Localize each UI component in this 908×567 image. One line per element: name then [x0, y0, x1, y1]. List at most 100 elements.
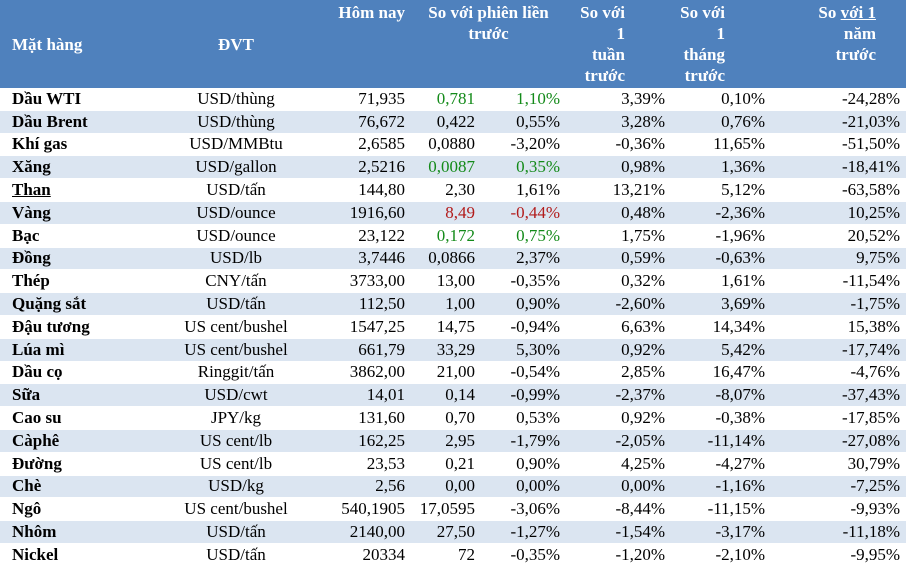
header-year-line2: năm: [843, 24, 877, 43]
header-year-prefix: So: [818, 3, 841, 22]
unit-cell: USD/thùng: [161, 110, 311, 134]
commodity-name: Đậu tương: [0, 315, 161, 339]
price-today-cell: 23,53: [311, 452, 411, 476]
change-percent-cell: -0,54%: [481, 361, 567, 385]
table-row: Ngô US cent/bushel 540,1905 17,0595 -3,06% -8…: [0, 497, 907, 522]
change-cell: 1,00: [411, 292, 481, 316]
week-change-cell: 2,85%: [566, 361, 672, 385]
year-change-cell: -63,58%: [771, 178, 907, 202]
month-change-cell: 1,61%: [671, 269, 772, 294]
month-change-cell: -1,16%: [671, 475, 772, 499]
header-week-line1: So với 1: [580, 3, 626, 43]
table-row: Càphê US cent/lb 162,25 2,95 -1,79% -2,05% -11…: [0, 429, 907, 453]
month-change-cell: 0,76%: [671, 110, 772, 134]
year-change-cell: -11,54%: [771, 269, 907, 294]
table-row: Vàng USD/ounce 1916,60 8,49 -0,44% 0,48% -2,36…: [0, 201, 907, 225]
change-cell: 2,95: [411, 429, 481, 453]
change-percent-cell: 0,00%: [481, 475, 567, 499]
year-change-cell: -1,75%: [771, 292, 907, 316]
commodity-name: Càphê: [0, 429, 161, 453]
change-cell: 17,0595: [411, 497, 481, 522]
month-change-cell: -11,15%: [671, 497, 772, 522]
week-change-cell: 0,92%: [566, 406, 672, 430]
header-week: So với 1 tuần trước: [566, 0, 672, 88]
year-change-cell: -9,95%: [771, 543, 907, 567]
month-change-cell: 14,34%: [671, 315, 772, 339]
commodity-name: Vàng: [0, 201, 161, 225]
price-today-cell: 131,60: [311, 406, 411, 430]
change-percent-cell: 0,90%: [481, 292, 567, 316]
header-prev-session: So với phiên liền trước: [411, 0, 567, 88]
change-cell: 0,14: [411, 383, 481, 408]
week-change-cell: 0,48%: [566, 201, 672, 225]
commodity-name: Lúa mì: [0, 338, 161, 362]
header-year-line1: So với 1: [777, 2, 876, 23]
table-row: Bạc USD/ounce 23,122 0,172 0,75% 1,75% -1,96% 2…: [0, 224, 907, 248]
unit-cell: Ringgit/tấn: [161, 361, 311, 385]
header-week-line3: trước: [584, 66, 626, 85]
change-percent-cell: -0,44%: [481, 201, 567, 225]
price-today-cell: 2,56: [311, 475, 411, 499]
header-prev-session-line2: trước: [468, 24, 509, 43]
week-change-cell: -2,37%: [566, 383, 672, 408]
table-row: Dầu WTI USD/thùng 71,935 0,781 1,10% 3,39% 0,1…: [0, 88, 907, 111]
year-change-cell: -17,74%: [771, 338, 907, 362]
week-change-cell: 3,39%: [566, 88, 672, 111]
table-row: Nickel USD/tấn 20334 72 -0,35% -1,20% -2,10% -9…: [0, 543, 907, 567]
price-today-cell: 23,122: [311, 224, 411, 248]
week-change-cell: 0,92%: [566, 338, 672, 362]
change-percent-cell: 2,37%: [481, 247, 567, 271]
unit-cell: US cent/lb: [161, 452, 311, 476]
table-row: Cao su JPY/kg 131,60 0,70 0,53% 0,92% -0,38% -1…: [0, 406, 907, 430]
price-today-cell: 540,1905: [311, 497, 411, 522]
year-change-cell: 30,79%: [771, 452, 907, 476]
change-cell: 0,0866: [411, 247, 481, 271]
month-change-cell: 1,36%: [671, 155, 772, 180]
change-cell: 13,00: [411, 269, 481, 294]
change-cell: 21,00: [411, 361, 481, 385]
header-today: Hôm nay: [311, 0, 411, 88]
change-cell: 0,172: [411, 224, 481, 248]
table-body: Dầu WTI USD/thùng 71,935 0,781 1,10% 3,39% 0,1…: [0, 88, 907, 567]
change-percent-cell: -3,20%: [481, 133, 567, 157]
commodity-name: Cao su: [0, 406, 161, 430]
unit-cell: USD/gallon: [161, 155, 311, 180]
table-row: Đậu tương US cent/bushel 1547,25 14,75 -0,94…: [0, 315, 907, 339]
change-percent-cell: -3,06%: [481, 497, 567, 522]
unit-cell: US cent/bushel: [161, 338, 311, 362]
change-cell: 0,0880: [411, 133, 481, 157]
price-today-cell: 14,01: [311, 383, 411, 408]
header-row: Mặt hàng ĐVT Hôm nay So với phiên liền t…: [0, 0, 907, 88]
week-change-cell: 1,75%: [566, 224, 672, 248]
change-percent-cell: -1,79%: [481, 429, 567, 453]
month-change-cell: -11,14%: [671, 429, 772, 453]
unit-cell: US cent/bushel: [161, 497, 311, 522]
month-change-cell: -0,63%: [671, 247, 772, 271]
table-row: Chè USD/kg 2,56 0,00 0,00% 0,00% -1,16% -7,25%: [0, 475, 907, 499]
price-today-cell: 162,25: [311, 429, 411, 453]
table-header: Mặt hàng ĐVT Hôm nay So với phiên liền t…: [0, 0, 907, 88]
commodity-name: Ngô: [0, 497, 161, 522]
month-change-cell: -8,07%: [671, 383, 772, 408]
header-month: So với 1 tháng trước: [671, 0, 772, 88]
commodity-name: Dầu WTI: [0, 88, 161, 111]
change-percent-cell: 1,61%: [481, 178, 567, 202]
price-today-cell: 661,79: [311, 338, 411, 362]
header-year: So với 1 năm trước: [771, 0, 907, 88]
change-cell: 0,70: [411, 406, 481, 430]
unit-cell: USD/ounce: [161, 201, 311, 225]
unit-cell: USD/MMBtu: [161, 133, 311, 157]
month-change-cell: 16,47%: [671, 361, 772, 385]
table-row: Đường US cent/lb 23,53 0,21 0,90% 4,25% -4,27%…: [0, 452, 907, 476]
header-year-underlined: với 1: [840, 3, 877, 22]
week-change-cell: 0,32%: [566, 269, 672, 294]
week-change-cell: -1,54%: [566, 520, 672, 544]
month-change-cell: -3,17%: [671, 520, 772, 544]
change-cell: 0,422: [411, 110, 481, 134]
year-change-cell: -11,18%: [771, 520, 907, 544]
month-change-cell: 5,12%: [671, 178, 772, 202]
table-row: Xăng USD/gallon 2,5216 0,0087 0,35% 0,98% 1,36…: [0, 155, 907, 180]
change-cell: 27,50: [411, 520, 481, 544]
commodity-name: Đồng: [0, 247, 161, 271]
unit-cell: USD/thùng: [161, 88, 311, 111]
